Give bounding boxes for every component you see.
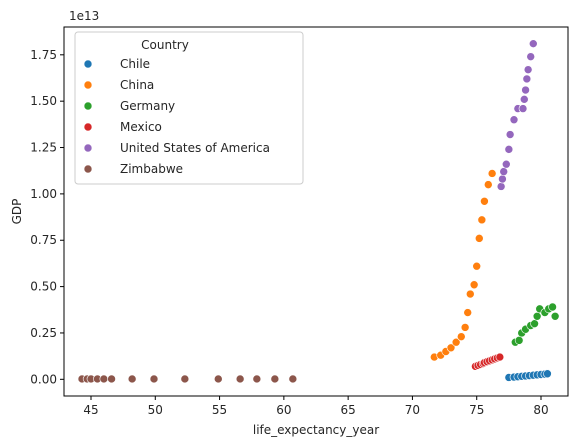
data-point — [472, 261, 482, 271]
legend-label: Mexico — [120, 120, 162, 134]
legend-marker — [83, 164, 93, 174]
y-offset-label: 1e13 — [69, 9, 99, 23]
y-axis-title: GDP — [10, 199, 24, 225]
data-point — [523, 65, 533, 74]
y-tick-label: 0.75 — [30, 233, 57, 247]
y-tick-label: 0.25 — [30, 326, 57, 340]
y-tick-label: 1.00 — [30, 187, 57, 201]
data-point — [487, 169, 497, 178]
data-point — [107, 374, 116, 384]
x-tick-label: 80 — [533, 403, 548, 417]
data-point — [550, 311, 560, 321]
x-tick-label: 70 — [405, 403, 420, 417]
legend-marker — [83, 59, 93, 69]
data-point — [149, 374, 159, 384]
legend-marker — [83, 143, 93, 153]
data-point — [501, 159, 511, 169]
x-axis-title: life_expectancy_year — [253, 423, 379, 437]
x-axis-ticks: 45 50 55 60 65 70 75 80 — [83, 396, 549, 417]
data-point — [498, 174, 507, 184]
data-point — [543, 369, 552, 379]
y-tick-label: 0.00 — [30, 372, 57, 386]
y-tick-label: 0.50 — [30, 280, 57, 294]
x-tick-label: 60 — [276, 403, 291, 417]
points-layer — [77, 39, 560, 384]
legend: Country Chile China Germany Mexico United St… — [74, 31, 304, 185]
data-point — [495, 352, 505, 362]
data-point — [463, 308, 473, 317]
legend-marker — [83, 80, 93, 90]
data-point — [446, 343, 456, 353]
data-point — [480, 197, 489, 206]
data-point — [483, 180, 493, 189]
legend-marker — [83, 122, 93, 132]
y-tick-label: 1.75 — [30, 48, 57, 62]
y-tick-label: 1.50 — [30, 94, 57, 108]
data-point — [528, 39, 538, 48]
data-point — [509, 115, 519, 125]
legend-entries: Chile China Germany Mexico United States of … — [83, 57, 270, 176]
x-tick-label: 65 — [341, 403, 356, 417]
legend-label: Germany — [120, 99, 175, 113]
legend-label: China — [120, 78, 154, 92]
legend-box — [74, 31, 304, 185]
x-tick-label: 55 — [212, 403, 227, 417]
data-point — [451, 337, 461, 347]
data-point — [518, 104, 528, 113]
data-point — [180, 374, 190, 384]
data-point — [521, 85, 530, 95]
data-point — [514, 336, 524, 345]
data-point — [548, 302, 557, 312]
data-point — [505, 130, 515, 139]
data-point — [288, 374, 298, 384]
data-point — [99, 374, 109, 384]
data-point — [252, 374, 262, 384]
data-point — [456, 332, 466, 341]
data-point — [460, 323, 470, 332]
data-point — [235, 374, 245, 384]
data-point — [519, 95, 529, 104]
x-tick-label: 75 — [469, 403, 484, 417]
data-point — [469, 280, 479, 290]
data-point — [496, 182, 506, 191]
data-point — [127, 374, 137, 384]
legend-label: United States of America — [120, 141, 270, 155]
data-point — [532, 311, 542, 321]
x-tick-label: 50 — [148, 403, 163, 417]
plot-frame — [63, 26, 569, 397]
data-point — [474, 234, 484, 243]
data-point — [504, 145, 514, 154]
y-axis-ticks: 0.00 0.25 0.50 0.75 1.00 1.25 1.50 1.75 — [30, 48, 64, 386]
data-point — [270, 374, 280, 384]
legend-label: Zimbabwe — [120, 162, 183, 176]
x-tick-label: 45 — [83, 403, 98, 417]
data-point — [465, 289, 475, 299]
data-point — [499, 167, 509, 176]
data-point — [522, 74, 532, 84]
data-point — [213, 374, 223, 384]
data-point — [530, 319, 539, 328]
legend-title: Country — [141, 38, 189, 52]
data-point — [477, 215, 487, 225]
data-point — [526, 52, 536, 61]
legend-marker — [83, 101, 93, 111]
legend-label: Chile — [120, 57, 150, 71]
y-tick-label: 1.25 — [30, 141, 57, 155]
